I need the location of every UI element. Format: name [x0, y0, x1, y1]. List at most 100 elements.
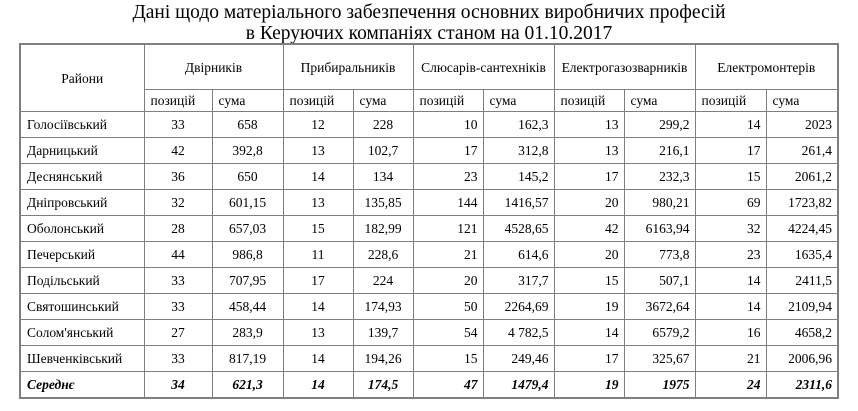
positions-cell: 14 — [553, 319, 625, 346]
document-title-line-2: в Керуючих компаніях станом на 01.10.201… — [245, 23, 613, 44]
positions-cell: 50 — [412, 293, 484, 320]
subheader-sum: сума — [482, 89, 555, 112]
sum-cell: 102,7 — [352, 137, 414, 164]
positions-cell: 17 — [412, 137, 484, 164]
positions-cell: 69 — [694, 189, 767, 216]
district-name: Середнє — [19, 371, 145, 399]
sum-cell: 174,93 — [352, 293, 414, 320]
positions-cell: 13 — [282, 137, 354, 164]
subheader-positions: позицій — [694, 89, 767, 112]
positions-cell: 14 — [282, 163, 354, 190]
sum-cell: 145,2 — [482, 163, 555, 190]
sum-cell: 1723,82 — [765, 189, 839, 216]
table-row: Деснянський 36 650 14 134 23 145,2 17 232,3 15 206… — [19, 163, 839, 190]
positions-cell: 33 — [143, 293, 213, 320]
sum-cell: 1635,4 — [765, 241, 839, 268]
positions-cell: 33 — [143, 111, 213, 138]
positions-cell: 28 — [143, 215, 213, 242]
sum-cell: 707,95 — [211, 267, 284, 294]
positions-cell: 24 — [694, 371, 767, 399]
table-row: Святошинський 33 458,44 14 174,93 50 2264,69 19… — [19, 293, 839, 320]
table-row: Солом'янський 27 283,9 13 139,7 54 4 782,5 14 65… — [19, 319, 839, 346]
positions-cell: 44 — [143, 241, 213, 268]
sum-cell: 135,85 — [352, 189, 414, 216]
table-body: Голосіївський 33 658 12 228 10 162,3 13 299,2 14 2… — [19, 111, 839, 399]
district-name: Дарницький — [19, 137, 145, 164]
header-row-subcolumns: позицій сума позицій сума позицій сума п… — [20, 89, 839, 112]
positions-cell: 17 — [553, 163, 625, 190]
district-name: Голосіївський — [19, 111, 145, 138]
sum-cell: 986,8 — [211, 241, 284, 268]
positions-cell: 15 — [694, 163, 767, 190]
sum-cell: 312,8 — [482, 137, 555, 164]
subheader-sum: сума — [765, 89, 839, 112]
positions-cell: 13 — [282, 319, 354, 346]
sum-cell: 621,3 — [211, 371, 284, 399]
sum-cell: 773,8 — [623, 241, 696, 268]
sum-cell: 2109,94 — [765, 293, 839, 320]
subheader-positions: позицій — [282, 89, 354, 112]
sum-cell: 4224,45 — [765, 215, 839, 242]
sum-cell: 2061,2 — [765, 163, 839, 190]
sum-cell: 2006,96 — [765, 345, 839, 372]
positions-cell: 15 — [553, 267, 625, 294]
positions-cell: 42 — [143, 137, 213, 164]
positions-cell: 34 — [143, 371, 213, 399]
professions-supply-table: Райони Двірників Прибиральників Слюсарів… — [19, 43, 839, 399]
sum-cell: 4528,65 — [482, 215, 555, 242]
positions-cell: 14 — [282, 293, 354, 320]
subheader-positions: позицій — [553, 89, 625, 112]
sum-cell: 194,26 — [352, 345, 414, 372]
positions-cell: 15 — [412, 345, 484, 372]
sum-cell: 139,7 — [352, 319, 414, 346]
positions-cell: 13 — [553, 111, 625, 138]
positions-cell: 47 — [412, 371, 484, 399]
district-name: Дніпровський — [19, 189, 145, 216]
group-header-plumbers: Слюсарів-сантехніків — [412, 43, 555, 90]
group-header-janitors: Двірників — [143, 43, 284, 90]
positions-cell: 16 — [694, 319, 767, 346]
sum-cell: 614,6 — [482, 241, 555, 268]
sum-cell: 134 — [352, 163, 414, 190]
sum-cell: 174,5 — [352, 371, 414, 399]
sum-cell: 216,1 — [623, 137, 696, 164]
positions-cell: 19 — [553, 293, 625, 320]
district-name: Подільський — [19, 267, 145, 294]
positions-cell: 27 — [143, 319, 213, 346]
subheader-sum: сума — [623, 89, 696, 112]
positions-cell: 13 — [553, 137, 625, 164]
positions-cell: 17 — [282, 267, 354, 294]
positions-cell: 20 — [553, 189, 625, 216]
positions-cell: 20 — [412, 267, 484, 294]
positions-cell: 15 — [282, 215, 354, 242]
positions-cell: 14 — [282, 345, 354, 372]
positions-cell: 32 — [694, 215, 767, 242]
sum-cell: 232,3 — [623, 163, 696, 190]
table-row: Голосіївський 33 658 12 228 10 162,3 13 299,2 14 2… — [19, 111, 839, 138]
districts-header: Райони — [19, 43, 145, 112]
table-row: Подільський 33 707,95 17 224 20 317,7 15 507,1 14… — [19, 267, 839, 294]
average-row: Середнє 34 621,3 14 174,5 47 1479,4 19 1975 24 231… — [19, 371, 839, 399]
sum-cell: 228 — [352, 111, 414, 138]
sum-cell: 657,03 — [211, 215, 284, 242]
positions-cell: 144 — [412, 189, 484, 216]
positions-cell: 17 — [694, 137, 767, 164]
district-name: Солом'янський — [19, 319, 145, 346]
sum-cell: 2311,6 — [765, 371, 839, 399]
header-row-groups: Райони Двірників Прибиральників Слюсарів… — [19, 43, 839, 112]
sum-cell: 6579,2 — [623, 319, 696, 346]
district-name: Печерський — [19, 241, 145, 268]
district-name: Святошинський — [19, 293, 145, 320]
positions-cell: 121 — [412, 215, 484, 242]
sum-cell: 2264,69 — [482, 293, 555, 320]
group-header-electricians: Електромонтерів — [694, 43, 839, 90]
sum-cell: 261,4 — [765, 137, 839, 164]
sum-cell: 3672,64 — [623, 293, 696, 320]
sum-cell: 1416,57 — [482, 189, 555, 216]
positions-cell: 33 — [143, 345, 213, 372]
sum-cell: 6163,94 — [623, 215, 696, 242]
sum-cell: 1975 — [623, 371, 696, 399]
table-row: Дарницький 42 392,8 13 102,7 17 312,8 13 216,1 17… — [19, 137, 839, 164]
sum-cell: 650 — [211, 163, 284, 190]
sum-cell: 228,6 — [352, 241, 414, 268]
